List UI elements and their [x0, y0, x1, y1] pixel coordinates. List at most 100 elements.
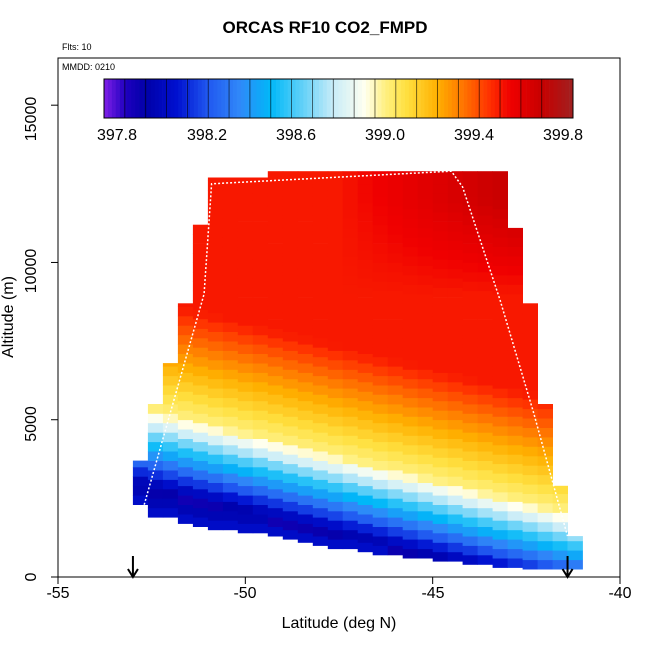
colorbar-segment	[557, 79, 562, 118]
colorbar-segment	[197, 79, 203, 118]
heatmap-cell	[372, 309, 389, 320]
heatmap-cell	[507, 284, 523, 295]
heatmap-cell	[267, 375, 284, 386]
heatmap-cell	[342, 322, 359, 332]
heatmap-cell	[327, 303, 344, 314]
heatmap-cell	[207, 463, 224, 474]
colorbar-segment	[502, 79, 507, 118]
heatmap-cell	[327, 341, 344, 351]
heatmap-cell	[237, 268, 254, 279]
heatmap-cell	[282, 237, 299, 248]
heatmap-cell	[537, 531, 553, 542]
colorbar-segment	[150, 79, 156, 118]
heatmap-cell	[237, 485, 254, 496]
heatmap-cell	[237, 306, 254, 317]
heatmap-cell	[357, 372, 374, 383]
heatmap-cell	[477, 517, 493, 527]
heatmap-cell	[237, 523, 254, 534]
heatmap-cell	[282, 473, 299, 483]
heatmap-cell	[462, 177, 478, 188]
heatmap-cell	[357, 504, 374, 515]
heatmap-cell	[522, 531, 538, 542]
heatmap-cell	[312, 347, 329, 358]
heatmap-cell	[462, 460, 478, 471]
heatmap-cell	[387, 224, 404, 235]
heatmap-cell	[372, 507, 389, 518]
heatmap-cell	[357, 325, 374, 336]
heatmap-cell	[282, 492, 299, 502]
heatmap-cell	[342, 416, 359, 427]
heatmap-cell	[357, 171, 374, 175]
colorbar-segment	[236, 79, 242, 118]
heatmap-cell	[447, 202, 464, 213]
heatmap-cell	[447, 363, 464, 373]
heatmap-cell	[162, 413, 179, 424]
heatmap-cell	[447, 372, 464, 383]
heatmap-cell	[387, 196, 404, 207]
heatmap-cell	[477, 526, 493, 537]
heatmap-cell	[207, 237, 224, 248]
heatmap-cell	[372, 413, 389, 424]
heatmap-cell	[387, 177, 404, 188]
heatmap-cell	[432, 315, 449, 326]
heatmap-cell	[252, 400, 269, 411]
heatmap-cell	[432, 171, 449, 175]
colorbar-segment	[315, 79, 320, 118]
heatmap-cell	[432, 353, 449, 364]
colorbar-segment	[354, 79, 359, 118]
heatmap-cell	[402, 246, 419, 257]
heatmap-cell	[252, 344, 269, 354]
colorbar-segment	[424, 79, 429, 118]
heatmap-cell	[522, 559, 538, 570]
colorbar-segment	[189, 79, 195, 118]
heatmap-cell	[492, 218, 508, 229]
heatmap-cell	[282, 463, 299, 474]
colorbar-segment	[104, 79, 109, 118]
colorbar-segment	[166, 79, 171, 118]
heatmap-cell	[267, 319, 284, 329]
heatmap-cell	[507, 510, 523, 521]
heatmap-cell	[552, 559, 568, 570]
heatmap-cell	[267, 253, 284, 263]
colorbar-segment	[299, 79, 304, 118]
heatmap-cell	[297, 438, 314, 449]
heatmap-cell	[507, 256, 523, 266]
heatmap-cell	[372, 470, 389, 480]
heatmap-cell	[372, 451, 389, 461]
heatmap-cell	[192, 517, 209, 527]
heatmap-cell	[327, 293, 344, 304]
heatmap-cell	[357, 315, 374, 326]
heatmap-cell	[177, 514, 194, 524]
heatmap-cell	[492, 548, 508, 559]
heatmap-cell	[252, 410, 269, 421]
heatmap-cell	[417, 369, 434, 380]
heatmap-cell	[477, 171, 493, 178]
heatmap-cell	[267, 479, 284, 490]
colorbar-segment	[518, 79, 523, 118]
heatmap-cell	[522, 342, 538, 353]
heatmap-cell	[237, 325, 254, 336]
heatmap-cell	[282, 312, 299, 323]
heatmap-cell	[357, 249, 374, 260]
heatmap-cell	[477, 441, 493, 452]
heatmap-cell	[222, 275, 239, 285]
heatmap-cell	[432, 419, 449, 430]
heatmap-cell	[222, 303, 239, 314]
x-axis-label: Latitude (deg N)	[281, 615, 397, 632]
heatmap-cell	[267, 385, 284, 395]
x-tick-label: -50	[233, 585, 257, 602]
heatmap-cell	[492, 237, 508, 248]
heatmap-cell	[222, 501, 239, 512]
heatmap-cell	[372, 290, 389, 301]
heatmap-cell	[402, 331, 419, 342]
heatmap-cell	[447, 457, 464, 468]
heatmap-cell	[357, 231, 374, 241]
colorbar-tick-label: 398.2	[186, 127, 228, 144]
heatmap-cell	[447, 438, 464, 449]
heatmap-cell	[237, 419, 254, 430]
heatmap-cell	[462, 300, 478, 310]
colorbar-segment	[471, 79, 476, 118]
heatmap-cell	[387, 187, 404, 197]
heatmap-cell	[372, 300, 389, 310]
heatmap-cell	[522, 484, 538, 494]
